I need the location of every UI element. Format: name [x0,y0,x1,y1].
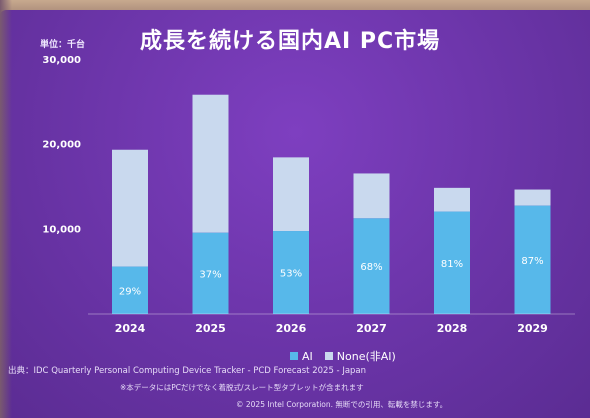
legend-label-ai: AI [302,349,313,363]
bar-none-2029 [514,189,551,206]
bar-ai-2029 [514,205,551,314]
legend-swatch-none [324,352,333,360]
x-tick-label-2027: 2027 [356,322,387,335]
x-tick-label-2025: 2025 [195,322,226,335]
bar-none-2028 [434,187,470,212]
bar-ai-2026 [273,231,309,314]
data-label-2028: 81% [441,259,463,270]
data-label-2026: 53% [280,269,302,280]
x-tick-label-2028: 2028 [437,322,468,335]
y-axis-ticks: 10,000 20,000 30,000 [42,55,81,235]
data-label-2029: 87% [521,256,543,267]
slide-title: 成長を続ける国内AI PC市場 [140,29,441,54]
bar-none-2027 [353,173,390,219]
data-label-2025: 37% [199,269,221,280]
bar-ai-2024 [112,266,148,314]
legend-item-ai: AI [290,350,313,363]
source-text: 出典：IDC Quarterly Personal Computing Devi… [8,366,367,376]
projector-frame-left [0,0,12,418]
bar-ai-2027 [353,218,390,314]
unit-label: 単位：千台 [40,40,86,50]
y-tick-label: 30,000 [42,55,81,66]
copyright-text: © 2025 Intel Corporation. 無断での引用、転載を禁じます… [236,400,448,409]
bar-none-2024 [112,149,148,267]
bars-group: 29% 37% 53% 68% 81% 87% [112,94,551,314]
legend: AI None(非AI) [290,348,408,364]
bar-ai-2028 [434,211,470,314]
legend-swatch-ai [290,352,298,360]
x-tick-label-2026: 2026 [276,322,307,335]
bar-none-2026 [273,157,309,232]
note-text: ※本データにはPCだけでなく着脱式/スレート型タブレットが含まれます [120,383,364,392]
bar-ai-2025 [192,232,229,314]
data-label-2027: 68% [360,262,382,273]
bar-none-2025 [192,94,229,233]
x-tick-label-2024: 2024 [115,322,146,335]
data-label-2024: 29% [119,286,141,297]
y-tick-label: 20,000 [42,140,81,151]
y-tick-label: 10,000 [42,224,81,235]
x-tick-label-2029: 2029 [517,322,548,335]
legend-item-none: None(非AI) [324,348,396,364]
legend-label-none: None(非AI) [336,350,396,363]
x-axis-labels: 2024 2025 2026 2027 2028 2029 [88,313,575,335]
